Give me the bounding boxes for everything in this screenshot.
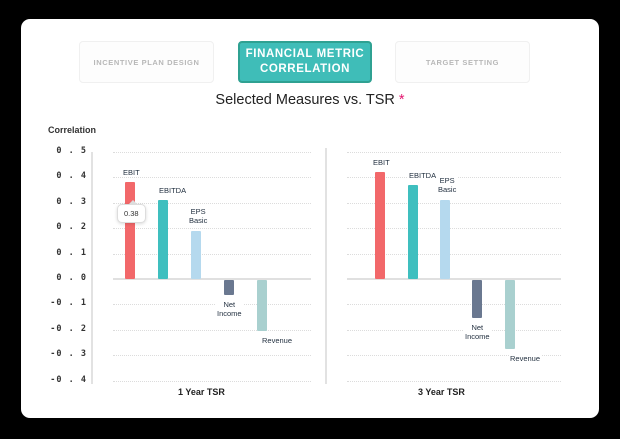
grid-line xyxy=(347,152,561,153)
bar-eps-basic[interactable] xyxy=(191,230,201,279)
bar-ebit[interactable] xyxy=(375,172,385,279)
y-tick: -0 . 2 xyxy=(50,323,87,334)
panel-divider xyxy=(325,148,327,384)
bar-label: Revenue xyxy=(509,353,542,363)
bar-eps-basic[interactable] xyxy=(440,200,450,279)
bar-label: EBIT xyxy=(122,168,141,178)
bar-revenue[interactable] xyxy=(257,280,267,331)
grid-line xyxy=(347,380,561,382)
y-tick: -0 . 4 xyxy=(50,374,87,385)
chart-title: Selected Measures vs. TSR * xyxy=(215,92,405,108)
tab-target-setting[interactable]: TARGET SETTING xyxy=(395,41,530,83)
tab-incentive-plan-design[interactable]: INCENTIVE PLAN DESIGN xyxy=(79,41,214,83)
grid-line xyxy=(113,380,311,382)
grid-line xyxy=(347,202,561,204)
y-tick: 0 . 0 xyxy=(56,273,87,283)
grid-line xyxy=(113,202,311,204)
grid-line xyxy=(113,177,311,179)
y-tick: 0 . 1 xyxy=(56,247,87,258)
grid-line xyxy=(113,152,311,153)
y-tick: 0 . 5 xyxy=(56,146,87,156)
x-label-3-year: 3 Year TSR xyxy=(418,387,465,397)
bar-label: EBITDA xyxy=(158,186,188,196)
grid-line xyxy=(347,304,561,306)
tab-financial-metric-correlation[interactable]: FINANCIAL METRIC CORRELATION xyxy=(238,41,372,83)
y-tick: 0 . 2 xyxy=(56,222,87,233)
zero-line xyxy=(347,278,561,280)
grid-line xyxy=(113,253,311,255)
x-label-1-year: 1 Year TSR xyxy=(178,387,225,397)
y-tick: -0 . 3 xyxy=(50,349,87,360)
bar-net-income[interactable] xyxy=(224,280,234,296)
grid-line xyxy=(113,355,311,357)
grid-line xyxy=(113,329,311,331)
bar-ebit[interactable] xyxy=(125,182,135,279)
bar-label: EPS Basic xyxy=(437,176,458,195)
bar-net-income[interactable] xyxy=(472,280,482,319)
bar-label: EBIT xyxy=(372,158,391,168)
y-tick: -0 . 1 xyxy=(50,298,87,309)
y-axis-line xyxy=(91,152,93,384)
required-marker: * xyxy=(398,92,405,108)
grid-line xyxy=(347,355,561,357)
y-tick: 0 . 3 xyxy=(56,196,87,207)
bar-ebitda[interactable] xyxy=(408,185,418,279)
y-tick: 0 . 4 xyxy=(56,171,87,182)
bar-label: Net Income xyxy=(216,300,243,319)
grid-line xyxy=(347,228,561,230)
chart-card: INCENTIVE PLAN DESIGN FINANCIAL METRIC CO… xyxy=(21,19,599,418)
bar-label: EPS Basic xyxy=(188,206,209,225)
bar-label: Revenue xyxy=(261,335,294,345)
bar-label: Net Income xyxy=(464,323,491,342)
grid-line xyxy=(113,228,311,230)
bar-label: EBITDA xyxy=(408,171,438,181)
tab-label: TARGET SETTING xyxy=(425,57,500,67)
zero-line xyxy=(113,278,311,280)
grid-line xyxy=(347,253,561,255)
tab-label: INCENTIVE PLAN DESIGN xyxy=(93,57,200,67)
tab-label: FINANCIAL METRIC CORRELATION xyxy=(245,48,365,75)
grid-line xyxy=(113,304,311,306)
y-axis-label: Correlation xyxy=(48,125,97,135)
grid-line xyxy=(347,329,561,331)
bar-ebitda[interactable] xyxy=(158,200,168,279)
bar-revenue[interactable] xyxy=(505,280,515,349)
value-tooltip: 0.38 xyxy=(117,200,146,223)
